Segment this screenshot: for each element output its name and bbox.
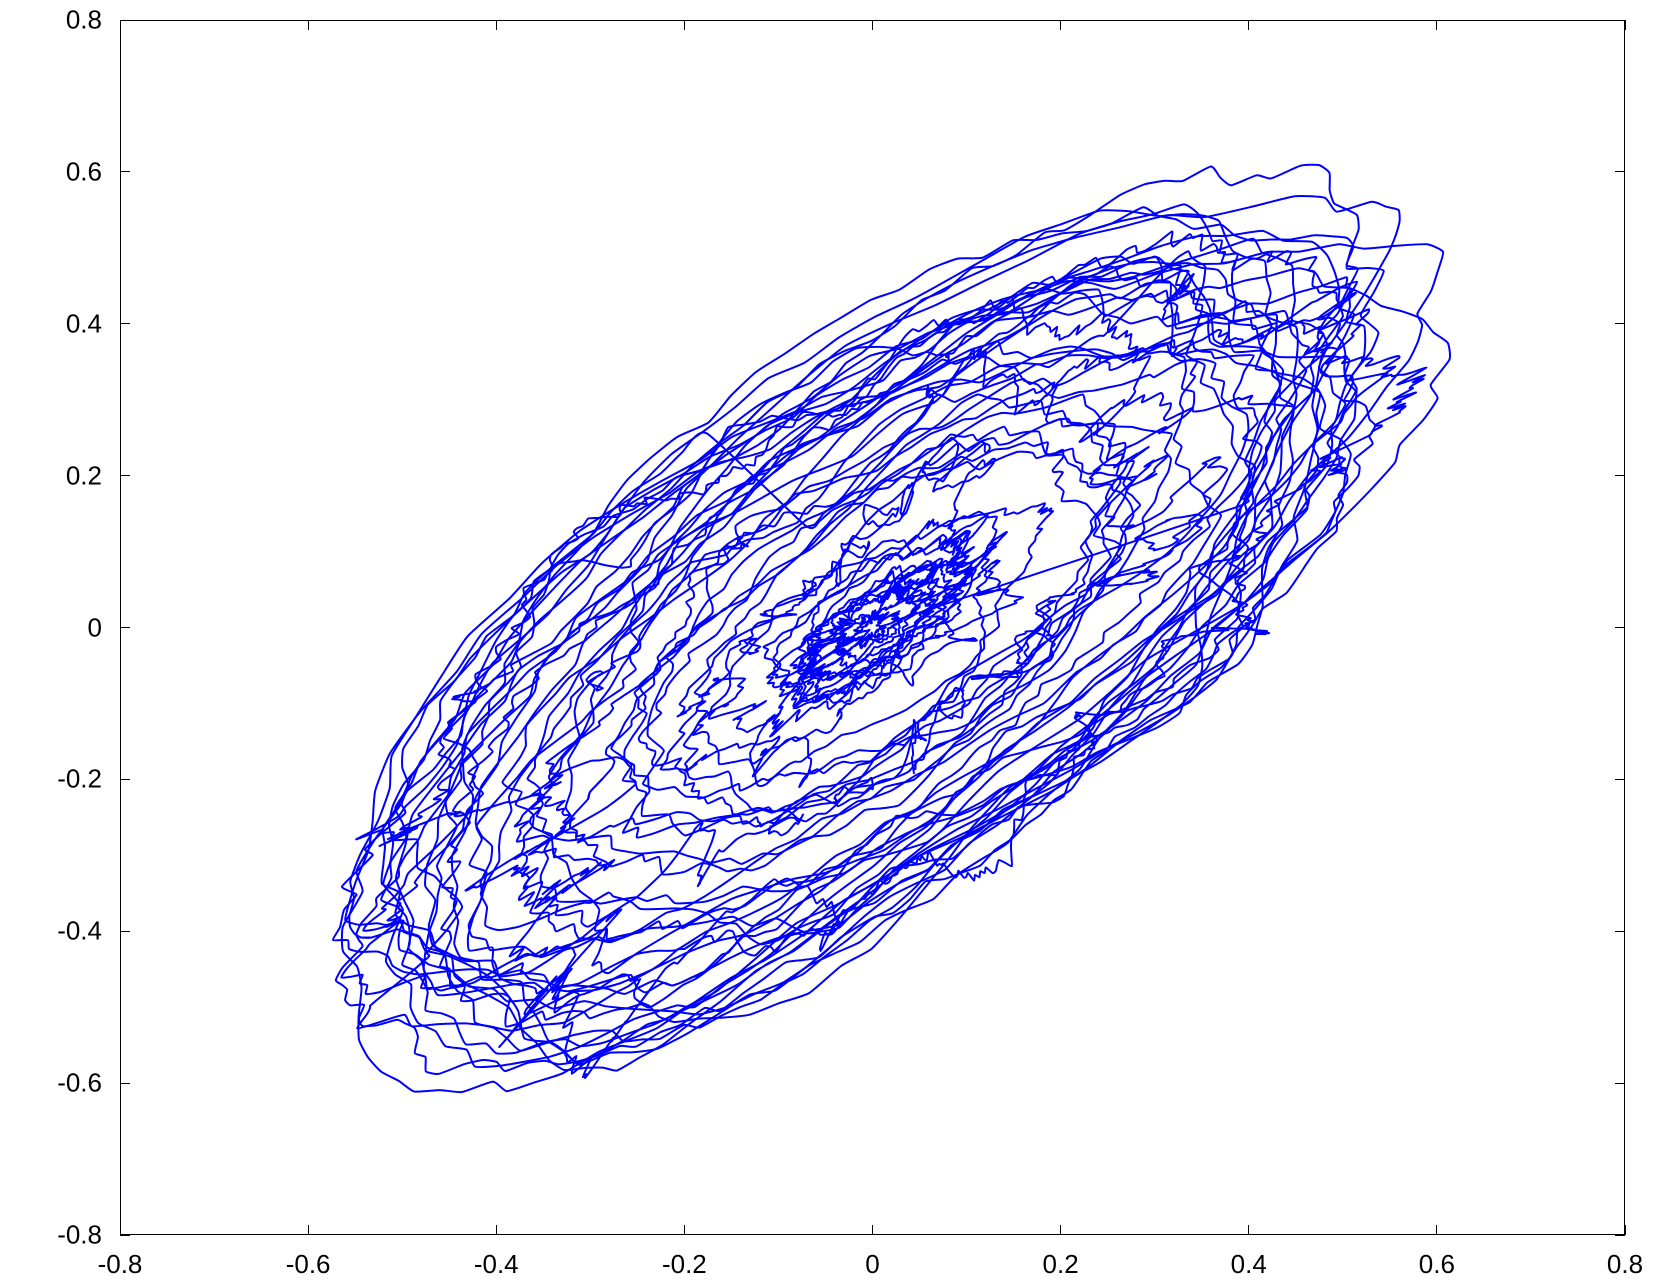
axis-tick bbox=[684, 1225, 685, 1235]
x-tick-label: 0.2 bbox=[1043, 1249, 1079, 1280]
axis-tick bbox=[872, 1225, 873, 1235]
axis-tick bbox=[120, 171, 130, 172]
axis-tick bbox=[1615, 20, 1625, 21]
axis-tick bbox=[872, 20, 873, 30]
axis-tick bbox=[1060, 1225, 1061, 1235]
axis-tick bbox=[1615, 1083, 1625, 1084]
y-tick-label: 0.4 bbox=[66, 308, 102, 339]
axis-tick bbox=[1615, 931, 1625, 932]
axis-tick bbox=[1615, 1235, 1625, 1236]
axis-tick bbox=[1615, 475, 1625, 476]
axis-tick bbox=[120, 1083, 130, 1084]
axis-tick bbox=[1248, 20, 1249, 30]
axis-tick bbox=[684, 20, 685, 30]
axis-tick bbox=[1625, 20, 1626, 30]
axis-tick bbox=[120, 323, 130, 324]
axis-tick bbox=[1615, 323, 1625, 324]
y-tick-label: -0.6 bbox=[57, 1068, 102, 1099]
axis-tick bbox=[120, 20, 121, 30]
y-tick-label: -0.4 bbox=[57, 916, 102, 947]
axis-tick bbox=[1060, 20, 1061, 30]
y-tick-label: -0.8 bbox=[57, 1220, 102, 1251]
axis-tick bbox=[120, 931, 130, 932]
x-tick-label: 0.6 bbox=[1419, 1249, 1455, 1280]
x-tick-label: -0.6 bbox=[286, 1249, 331, 1280]
axis-tick bbox=[308, 20, 309, 30]
axis-tick bbox=[308, 1225, 309, 1235]
y-tick-label: 0.6 bbox=[66, 156, 102, 187]
x-tick-label: -0.8 bbox=[98, 1249, 143, 1280]
axis-tick bbox=[120, 779, 130, 780]
axis-tick bbox=[1436, 1225, 1437, 1235]
axis-tick bbox=[1248, 1225, 1249, 1235]
axis-tick bbox=[1615, 627, 1625, 628]
axis-tick bbox=[120, 1235, 130, 1236]
y-tick-label: -0.2 bbox=[57, 764, 102, 795]
axis-tick bbox=[1436, 20, 1437, 30]
axis-tick bbox=[496, 1225, 497, 1235]
axis-tick bbox=[120, 627, 130, 628]
axis-tick bbox=[1615, 779, 1625, 780]
x-tick-label: 0.4 bbox=[1231, 1249, 1267, 1280]
x-tick-label: 0 bbox=[865, 1249, 879, 1280]
axis-tick bbox=[496, 20, 497, 30]
x-tick-label: -0.4 bbox=[474, 1249, 519, 1280]
y-tick-label: 0 bbox=[88, 612, 102, 643]
plot-wrapper: -0.8 -0.6 -0.4 -0.2 0 0.2 0.4 0.6 0.8 -0.8 -0.6 -0.… bbox=[0, 0, 1663, 1285]
axis-tick bbox=[1615, 171, 1625, 172]
y-tick-label: 0.2 bbox=[66, 460, 102, 491]
axes-box bbox=[120, 20, 1625, 1235]
x-tick-label: 0.8 bbox=[1607, 1249, 1643, 1280]
axis-tick bbox=[120, 475, 130, 476]
axis-tick bbox=[120, 1225, 121, 1235]
y-tick-label: 0.8 bbox=[66, 5, 102, 36]
x-tick-label: -0.2 bbox=[662, 1249, 707, 1280]
axis-tick bbox=[120, 20, 130, 21]
axis-tick bbox=[1625, 1225, 1626, 1235]
